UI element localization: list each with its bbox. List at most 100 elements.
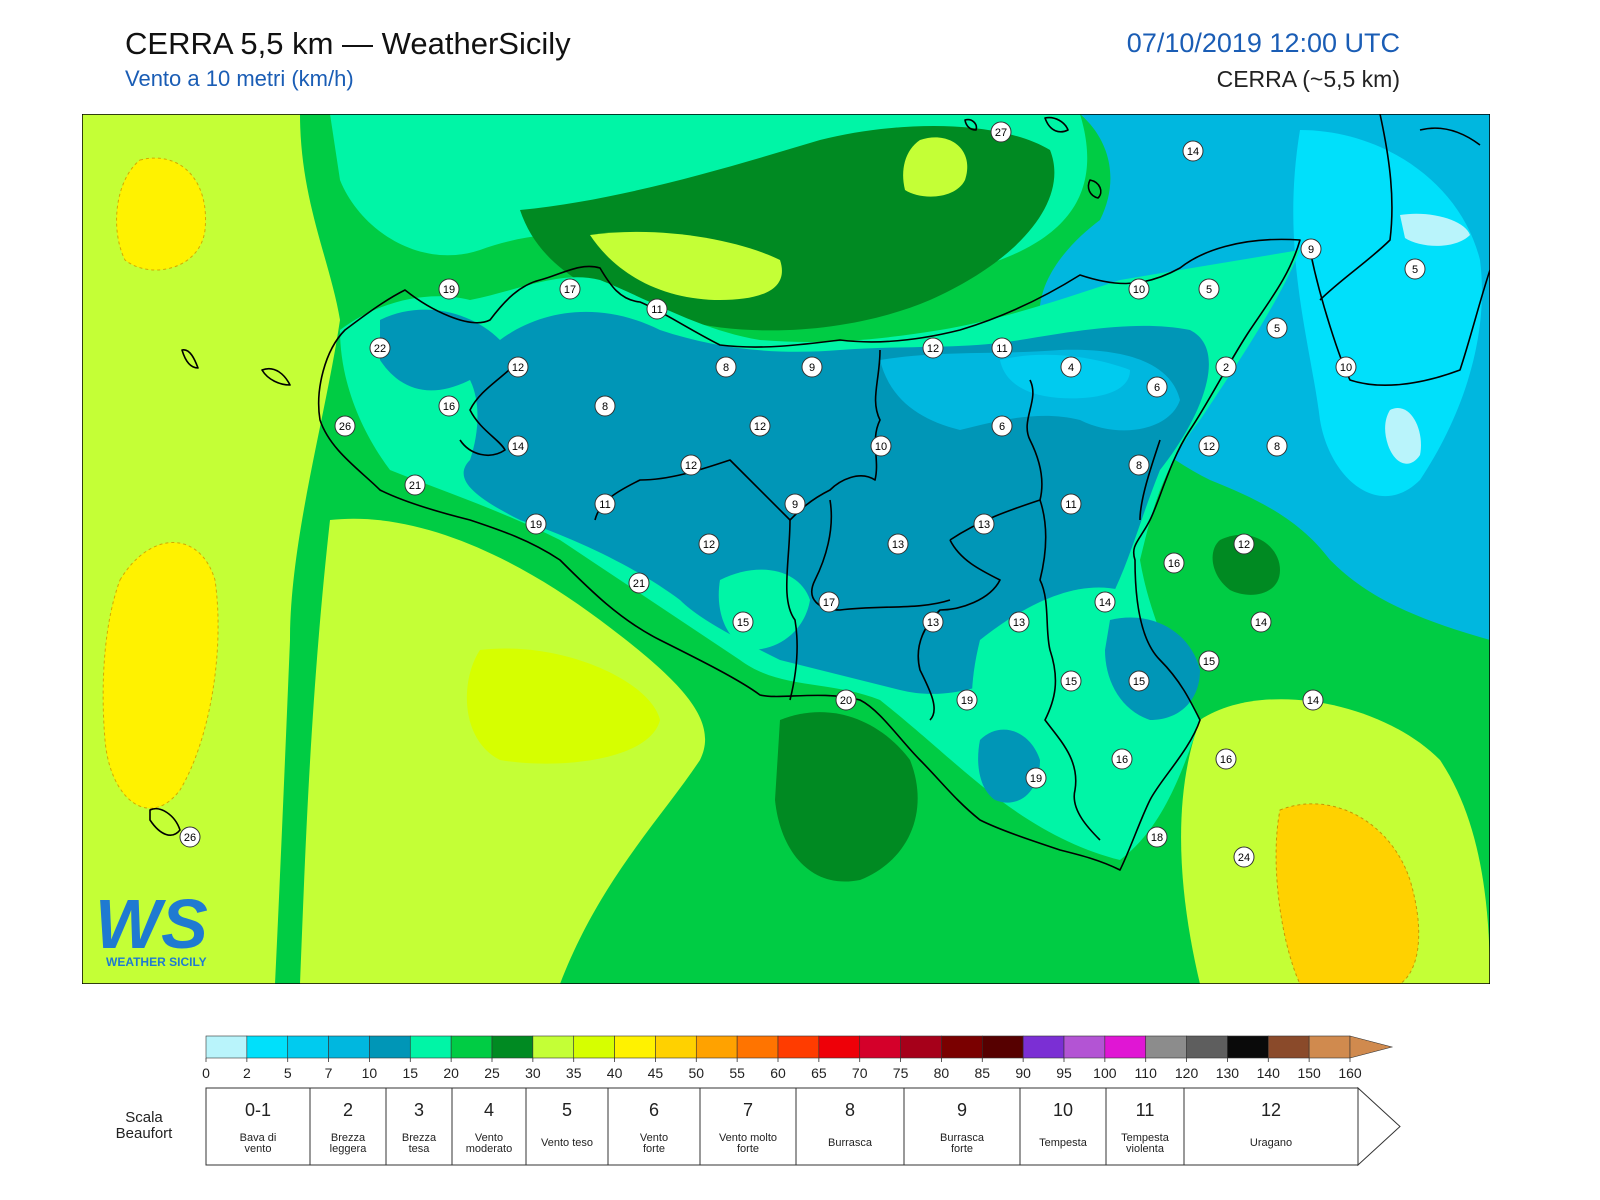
station-marker-circle: [1025, 767, 1047, 789]
colorbar-tick-label: 45: [648, 1065, 664, 1081]
station-value: 6: [999, 421, 1005, 433]
station-marker: 14: [1182, 140, 1204, 162]
beaufort-number: 6: [649, 1100, 659, 1120]
colorbar-segment: [532, 1035, 575, 1059]
beaufort-cell: 8 Burrasca: [828, 1100, 873, 1149]
station-marker: 14: [1302, 689, 1324, 711]
station-marker-circle: [835, 689, 857, 711]
station-marker-circle: [1008, 611, 1030, 633]
station-marker: 8: [715, 356, 737, 378]
legend: 0 2 5 7 10 15 20 25 30 35 40 45 50 55 60 65 70 75 80 85 90 95…: [116, 1035, 1401, 1167]
station-value: 8: [1136, 460, 1142, 472]
station-marker: 14: [507, 435, 529, 457]
wind-field-ionian-dark-eddy: [1212, 534, 1280, 595]
station-marker-circle: [1111, 748, 1133, 770]
station-marker-circle: [956, 689, 978, 711]
colorbar-tick-label: 95: [1056, 1065, 1072, 1081]
station-marker: 18: [1146, 826, 1168, 848]
model-label: CERRA (~5,5 km): [1216, 66, 1400, 92]
station-marker-circle: [973, 513, 995, 535]
station-marker-circle: [1250, 611, 1272, 633]
station-marker-circle: [715, 356, 737, 378]
station-marker: 2: [1215, 356, 1237, 378]
station-marker-circle: [1266, 435, 1288, 457]
station-marker-circle: [1215, 356, 1237, 378]
logo-text: WEATHER SICILY: [106, 955, 207, 969]
beaufort-description: Vento: [640, 1132, 668, 1144]
station-value: 12: [703, 539, 715, 551]
colorbar-tick-label: 30: [525, 1065, 541, 1081]
beaufort-number: 10: [1053, 1100, 1073, 1120]
colorbar-segment: [246, 1035, 289, 1059]
beaufort-description: Tempesta: [1121, 1132, 1170, 1144]
station-marker: 12: [922, 337, 944, 359]
station-marker-circle: [680, 454, 702, 476]
beaufort-cell: 12 Uragano: [1250, 1100, 1292, 1149]
station-marker: 12: [680, 454, 702, 476]
station-marker-circle: [594, 395, 616, 417]
station-marker: 26: [179, 826, 201, 848]
station-marker-circle: [507, 356, 529, 378]
station-value: 12: [754, 421, 766, 433]
beaufort-label-line2: Beaufort: [116, 1125, 174, 1142]
colorbar-tick-label: 60: [770, 1065, 786, 1081]
station-value: 26: [184, 832, 196, 844]
station-marker-circle: [749, 415, 771, 437]
station-marker-circle: [1146, 826, 1168, 848]
station-value: 12: [685, 460, 697, 472]
beaufort-description: tesa: [409, 1143, 431, 1155]
beaufort-number: 4: [484, 1100, 494, 1120]
colorbar-segment: [1186, 1035, 1228, 1059]
colorbar-tick-label: 85: [974, 1065, 990, 1081]
station-marker-circle: [991, 337, 1013, 359]
colorbar-tick-label: 25: [484, 1065, 500, 1081]
station-marker: 8: [594, 395, 616, 417]
beaufort-description: forte: [643, 1143, 665, 1155]
station-value: 14: [1307, 695, 1319, 707]
station-marker-circle: [922, 611, 944, 633]
station-marker-circle: [1198, 435, 1220, 457]
beaufort-number: 8: [845, 1100, 855, 1120]
station-marker: 12: [1233, 533, 1255, 555]
station-marker: 19: [438, 278, 460, 300]
station-marker-circle: [1094, 591, 1116, 613]
beaufort-description: vento: [245, 1143, 272, 1155]
station-marker-circle: [1182, 140, 1204, 162]
station-marker-circle: [698, 533, 720, 555]
station-marker-circle: [990, 121, 1012, 143]
station-marker: 15: [1128, 670, 1150, 692]
station-value: 19: [530, 519, 542, 531]
station-marker: 10: [1335, 356, 1357, 378]
colorbar-tick-label: 150: [1297, 1065, 1321, 1081]
colorbar-tick-label: 10: [362, 1065, 378, 1081]
station-marker: 10: [870, 435, 892, 457]
station-value: 10: [1133, 284, 1145, 296]
colorbar-segment: [655, 1035, 697, 1059]
station-marker: 15: [1198, 650, 1220, 672]
station-marker: 11: [594, 493, 616, 515]
colorbar-segment: [818, 1035, 861, 1059]
station-value: 20: [840, 695, 852, 707]
station-marker-circle: [818, 591, 840, 613]
wind-field-west-max-2: [102, 542, 219, 809]
beaufort-description: forte: [951, 1143, 973, 1155]
station-marker-circle: [594, 493, 616, 515]
station-marker-circle: [438, 395, 460, 417]
station-value: 22: [374, 343, 386, 355]
logo-letters: WS: [95, 885, 208, 963]
station-marker: 27: [990, 121, 1012, 143]
station-marker-circle: [991, 415, 1013, 437]
beaufort-description: forte: [737, 1143, 759, 1155]
station-value: 2: [1223, 362, 1229, 374]
colorbar-tick-label: 50: [688, 1065, 704, 1081]
station-marker-circle: [628, 572, 650, 594]
station-value: 14: [1187, 146, 1199, 158]
station-marker: 14: [1094, 591, 1116, 613]
colorbar-segment: [1227, 1035, 1269, 1059]
station-value: 9: [809, 362, 815, 374]
station-value: 19: [961, 695, 973, 707]
station-marker: 11: [1060, 493, 1082, 515]
